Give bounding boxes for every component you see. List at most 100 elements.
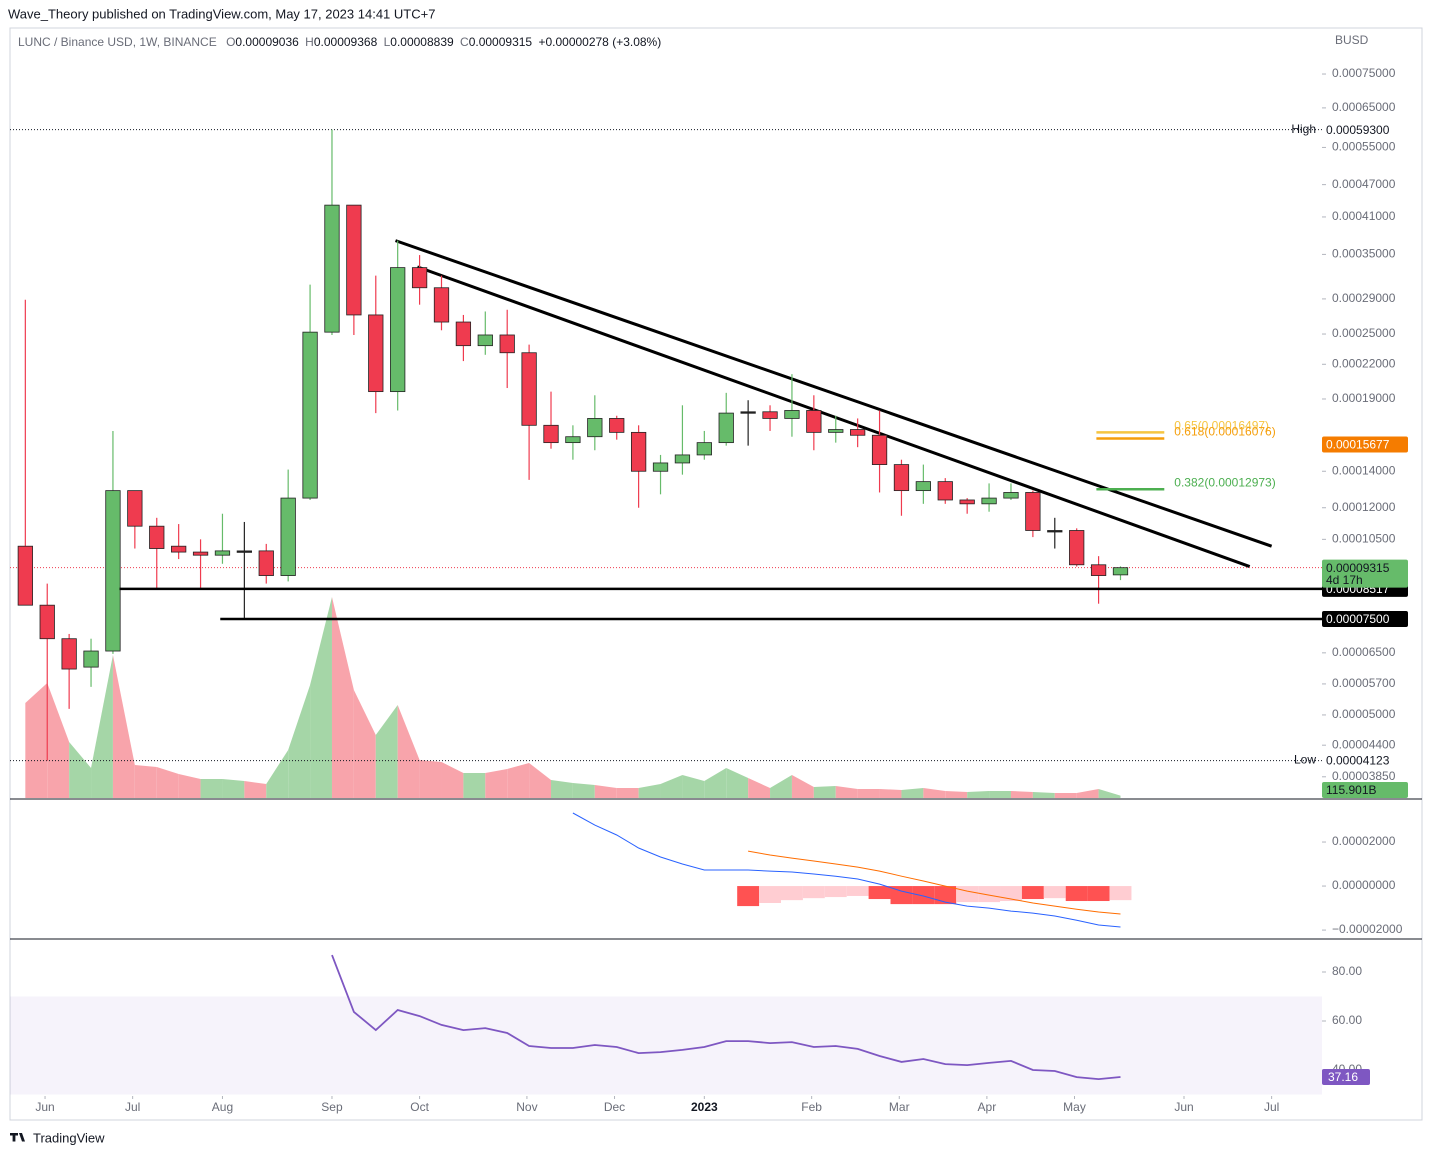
legend-close: 0.00009315 (469, 35, 533, 49)
volume-area (770, 775, 792, 798)
x-tick-label: Aug (212, 1100, 233, 1114)
volume-area (1032, 792, 1055, 798)
x-tick-label: Apr (978, 1100, 997, 1114)
legend-low: 0.00008839 (390, 35, 454, 49)
extreme-tag-bg (1322, 752, 1408, 769)
volume-area (551, 780, 573, 798)
candle-body (258, 550, 274, 576)
candle-body (762, 411, 778, 419)
volume-area (397, 705, 420, 798)
extreme-tag-bg (1322, 121, 1408, 138)
y-tick-label: 0.00047000 (1332, 177, 1396, 191)
y-tick-label: 60.00 (1332, 1013, 1362, 1027)
x-tick-label: Jul (125, 1100, 140, 1114)
y-tick-label: 0.00041000 (1332, 209, 1396, 223)
volume-area (156, 767, 179, 798)
macd-histogram-bar (759, 886, 781, 904)
candle-body (171, 545, 187, 553)
y-tick-label: 0.00005000 (1332, 707, 1396, 721)
y-tick-label: 0.00019000 (1332, 391, 1396, 405)
candle-body (368, 314, 384, 393)
volume-area (25, 683, 48, 798)
candle-body (17, 545, 33, 606)
candle-body (893, 464, 910, 492)
macd-histogram-bar (1109, 886, 1132, 901)
legend-letter: O (226, 35, 235, 49)
macd-histogram-bar (912, 886, 935, 905)
price-tag: 0.00015677 (1322, 436, 1408, 453)
rsi-tag: 37.16 (1322, 1068, 1370, 1085)
volume-area (967, 791, 990, 798)
trend-line (395, 239, 1273, 548)
candle-body (499, 334, 515, 354)
volume-area (616, 788, 639, 798)
volume-area (748, 778, 771, 798)
y-tick-label: 0.00002000 (1332, 834, 1396, 848)
y-tick-label: 0.00035000 (1332, 247, 1396, 261)
volume-area (704, 768, 727, 798)
volume-area (441, 762, 464, 798)
extreme-tag: 0.00004123 (1322, 752, 1408, 769)
extreme-name: High (1291, 122, 1316, 136)
volume-area (791, 775, 814, 798)
volume-area (879, 789, 902, 798)
volume-area (69, 742, 92, 798)
volume-area (726, 768, 749, 798)
candle-body (346, 204, 362, 316)
candle-body (105, 490, 121, 652)
volume-area (901, 788, 924, 798)
legend-open: 0.00009036 (235, 35, 299, 49)
candle-body (236, 550, 252, 553)
volume-area (134, 765, 157, 798)
support-tag: 0.00007500 (1322, 610, 1408, 627)
candle-body (1025, 492, 1041, 531)
candle-body (433, 287, 450, 323)
candle-body (652, 462, 669, 472)
macd-histogram-bar (846, 886, 869, 896)
y-tick-label: 0.00010500 (1332, 532, 1396, 546)
y-tick-label: 0.00055000 (1332, 140, 1396, 154)
footer-logo: TradingView (10, 1130, 105, 1145)
macd-histogram-bar (1065, 886, 1088, 902)
candle-body (674, 454, 691, 464)
logo-icon (10, 1133, 25, 1142)
candle-body (61, 638, 77, 670)
macd-histogram-bar (802, 886, 825, 899)
frame (9, 27, 1423, 1121)
volume-area (288, 685, 311, 798)
support-tag-bg (1322, 610, 1408, 627)
macd-histogram-bar (1043, 886, 1066, 899)
candle-body (696, 442, 712, 456)
candle-body (1047, 530, 1063, 533)
volume-area (463, 773, 486, 798)
byline: Wave_Theory published on TradingView.com… (8, 6, 435, 21)
candle-body (39, 604, 55, 640)
volume-area (813, 786, 836, 798)
candle-body (981, 497, 997, 505)
candle-body (784, 410, 800, 419)
candle-body (324, 204, 340, 333)
fib-label: 0.65(0.00016497) (1174, 419, 1269, 433)
y-tick-label: 80.00 (1332, 964, 1362, 978)
volume-area (222, 779, 245, 798)
candle-body (1090, 564, 1107, 576)
volume-area (1076, 789, 1099, 798)
price-tag-text: 0.00015677 (1326, 438, 1390, 452)
x-tick-label: 2023 (691, 1100, 718, 1114)
macd-histogram-bar (1087, 886, 1110, 902)
macd-histogram-bar (978, 886, 1001, 903)
candle-body (127, 490, 143, 527)
volume-area (91, 655, 113, 798)
candle-body (1003, 492, 1019, 499)
x-tick-label: Jun (1174, 1100, 1193, 1114)
volume-area (178, 774, 201, 798)
candle-body (587, 418, 603, 438)
footer-brand: TradingView (33, 1130, 105, 1145)
rsi-band (10, 996, 1322, 1095)
volume-area (331, 597, 354, 798)
candle-body (390, 267, 406, 393)
candle-body (83, 650, 99, 668)
volume-tag-bg (1322, 782, 1408, 798)
volume-area (507, 763, 530, 798)
candle-body (959, 499, 975, 505)
